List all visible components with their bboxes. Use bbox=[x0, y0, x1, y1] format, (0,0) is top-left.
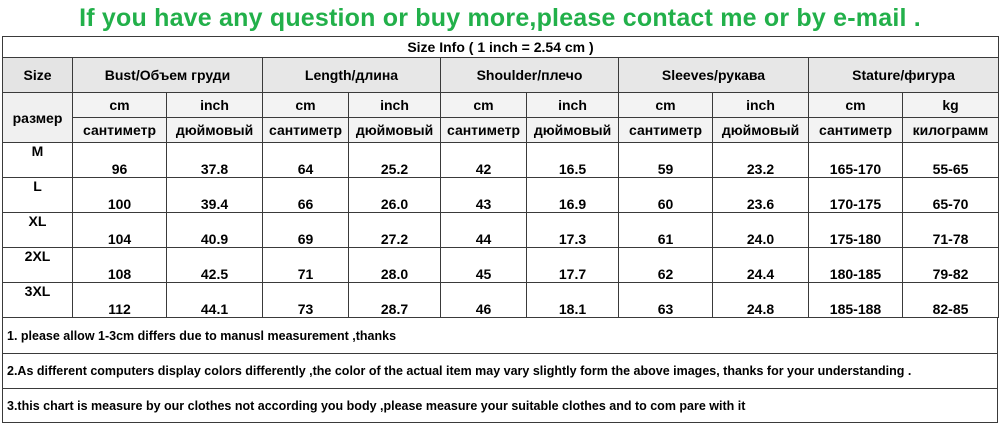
table-cell: 39.4 bbox=[166, 177, 263, 213]
table-cell: 170-175 bbox=[808, 177, 903, 213]
table-row: 2XL 108 42.5 71 28.0 45 17.7 62 24.4 180-185 79-82 bbox=[2, 247, 999, 283]
unit-header-ru: дюймовый bbox=[712, 117, 809, 143]
table-cell: 44 bbox=[440, 212, 527, 248]
table-cell: 71-78 bbox=[902, 212, 999, 248]
unit-header-ru: килограмм bbox=[902, 117, 999, 143]
table-cell: 104 bbox=[72, 212, 167, 248]
unit-header: inch bbox=[526, 92, 619, 118]
column-group-header: Bust/Объем груди bbox=[72, 57, 263, 93]
table-row: M 96 37.8 64 25.2 42 16.5 59 23.2 165-170 55-65 bbox=[2, 142, 999, 178]
unit-header: cm bbox=[440, 92, 527, 118]
table-cell: 45 bbox=[440, 247, 527, 283]
note-line: 3.this chart is measure by our clothes n… bbox=[2, 389, 998, 423]
table-cell: 28.7 bbox=[348, 282, 441, 318]
unit-header-ru: сантиметр bbox=[618, 117, 713, 143]
table-cell: 112 bbox=[72, 282, 167, 318]
table-cell: 37.8 bbox=[166, 142, 263, 178]
unit-header: inch bbox=[166, 92, 263, 118]
table-cell: 63 bbox=[618, 282, 713, 318]
table-cell: 69 bbox=[262, 212, 349, 248]
table-row: 3XL 112 44.1 73 28.7 46 18.1 63 24.8 185-188 82-85 bbox=[2, 282, 999, 318]
table-cell: 42 bbox=[440, 142, 527, 178]
table-cell: 16.9 bbox=[526, 177, 619, 213]
unit-header: cm bbox=[618, 92, 713, 118]
note-line: 2.As different computers display colors … bbox=[2, 354, 998, 389]
table-cell: 28.0 bbox=[348, 247, 441, 283]
unit-header: cm bbox=[808, 92, 903, 118]
size-header: Size bbox=[2, 57, 73, 93]
table-cell: 43 bbox=[440, 177, 527, 213]
unit-header-ru: сантиметр bbox=[440, 117, 527, 143]
size-chart-table: Size Info ( 1 inch = 2.54 cm ) Size Bust… bbox=[2, 36, 999, 318]
size-info: Size Info ( 1 inch = 2.54 cm ) bbox=[2, 36, 999, 58]
table-cell: 27.2 bbox=[348, 212, 441, 248]
table-cell: 64 bbox=[262, 142, 349, 178]
contact-banner: If you have any question or buy more,ple… bbox=[79, 4, 921, 32]
column-group-header: Stature/фигура bbox=[808, 57, 999, 93]
table-cell: 66 bbox=[262, 177, 349, 213]
table-cell: 18.1 bbox=[526, 282, 619, 318]
table-cell: 71 bbox=[262, 247, 349, 283]
table-cell: 60 bbox=[618, 177, 713, 213]
table-cell: 24.4 bbox=[712, 247, 809, 283]
table-cell: 82-85 bbox=[902, 282, 999, 318]
note-line: 1. please allow 1-3cm differs due to man… bbox=[2, 318, 998, 354]
unit-header-ru: дюймовый bbox=[526, 117, 619, 143]
table-cell: 46 bbox=[440, 282, 527, 318]
table-cell: 16.5 bbox=[526, 142, 619, 178]
unit-header: inch bbox=[712, 92, 809, 118]
table-cell: 79-82 bbox=[902, 247, 999, 283]
unit-header-ru: дюймовый bbox=[348, 117, 441, 143]
table-row: XL 104 40.9 69 27.2 44 17.3 61 24.0 175-180 71-78 bbox=[2, 212, 999, 248]
column-group-header: Shoulder/плечо bbox=[440, 57, 619, 93]
table-cell: 62 bbox=[618, 247, 713, 283]
size-header-ru: размер bbox=[2, 92, 73, 143]
table-cell: 40.9 bbox=[166, 212, 263, 248]
table-row: L 100 39.4 66 26.0 43 16.9 60 23.6 170-175 65-70 bbox=[2, 177, 999, 213]
size-label: XL bbox=[2, 212, 73, 248]
table-cell: 55-65 bbox=[902, 142, 999, 178]
notes: 1. please allow 1-3cm differs due to man… bbox=[0, 318, 1000, 423]
size-label: M bbox=[2, 142, 73, 178]
unit-header: inch bbox=[348, 92, 441, 118]
table-cell: 65-70 bbox=[902, 177, 999, 213]
table-cell: 96 bbox=[72, 142, 167, 178]
table-cell: 25.2 bbox=[348, 142, 441, 178]
table-cell: 165-170 bbox=[808, 142, 903, 178]
size-label: 3XL bbox=[2, 282, 73, 318]
table-cell: 23.2 bbox=[712, 142, 809, 178]
table-cell: 73 bbox=[262, 282, 349, 318]
table-cell: 61 bbox=[618, 212, 713, 248]
table-cell: 185-188 bbox=[808, 282, 903, 318]
table-cell: 100 bbox=[72, 177, 167, 213]
table-cell: 180-185 bbox=[808, 247, 903, 283]
table-cell: 42.5 bbox=[166, 247, 263, 283]
unit-header-ru: сантиметр bbox=[262, 117, 349, 143]
size-label: L bbox=[2, 177, 73, 213]
table-cell: 59 bbox=[618, 142, 713, 178]
unit-header-ru: сантиметр bbox=[72, 117, 167, 143]
table-cell: 23.6 bbox=[712, 177, 809, 213]
table-cell: 26.0 bbox=[348, 177, 441, 213]
unit-header-ru: сантиметр bbox=[808, 117, 903, 143]
table-cell: 44.1 bbox=[166, 282, 263, 318]
table-cell: 108 bbox=[72, 247, 167, 283]
column-group-header: Length/длина bbox=[262, 57, 441, 93]
unit-header: cm bbox=[72, 92, 167, 118]
unit-header: kg bbox=[902, 92, 999, 118]
table-cell: 24.0 bbox=[712, 212, 809, 248]
table-cell: 24.8 bbox=[712, 282, 809, 318]
unit-header: cm bbox=[262, 92, 349, 118]
table-cell: 175-180 bbox=[808, 212, 903, 248]
column-group-header: Sleeves/рукава bbox=[618, 57, 809, 93]
table-cell: 17.7 bbox=[526, 247, 619, 283]
table-cell: 17.3 bbox=[526, 212, 619, 248]
unit-header-ru: дюймовый bbox=[166, 117, 263, 143]
size-label: 2XL bbox=[2, 247, 73, 283]
